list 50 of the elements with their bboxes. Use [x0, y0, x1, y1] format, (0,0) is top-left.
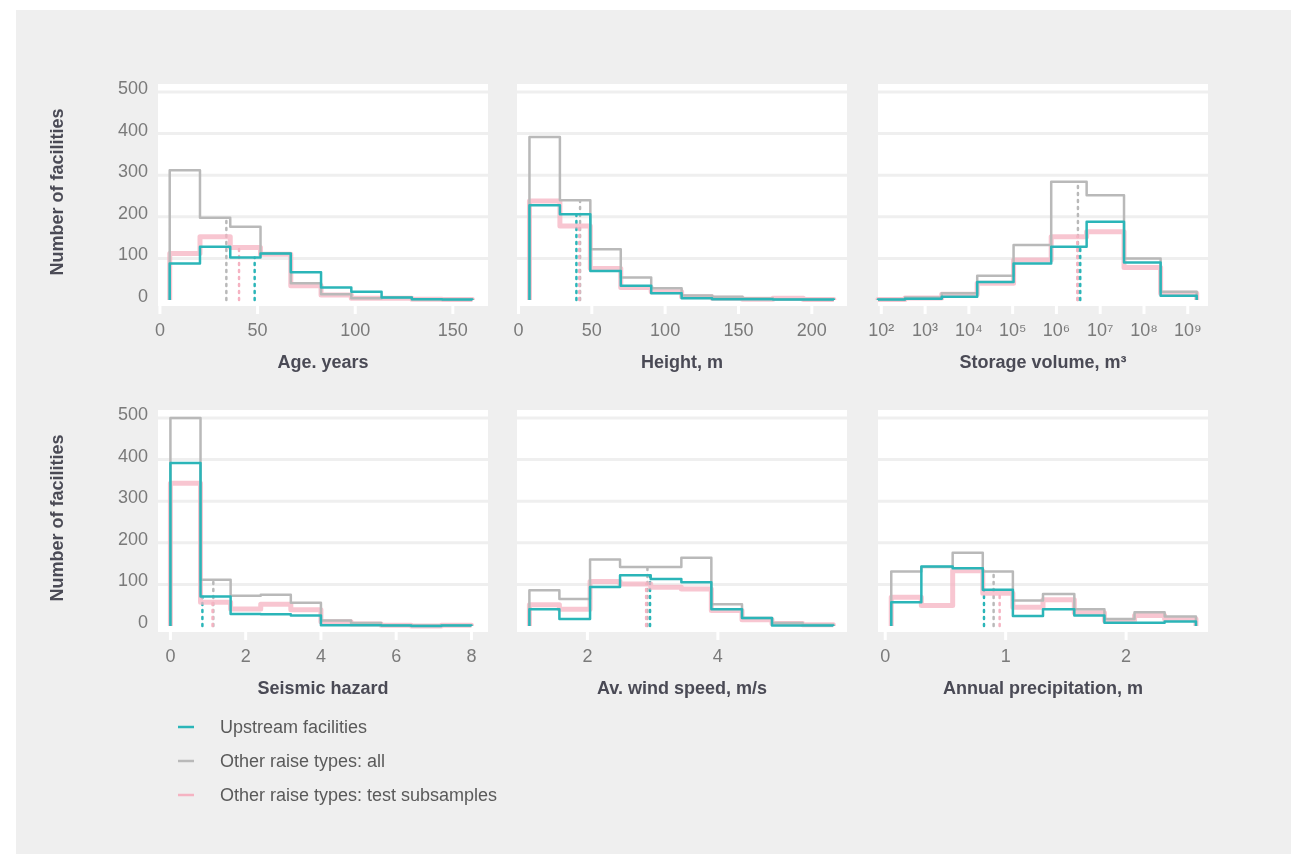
x-tick-label: 2 — [240, 646, 251, 666]
x-tick-label: 10⁵ — [998, 320, 1027, 340]
y-tick-label: 300 — [117, 161, 148, 182]
x-tick-label: 100 — [650, 320, 681, 340]
y-tick-label: 300 — [117, 487, 148, 508]
x-tick-label: 50 — [581, 320, 602, 340]
x-tick-label: 4 — [315, 646, 326, 666]
legend-label: Other raise types: test subsamples — [220, 785, 498, 805]
y-tick-label: 500 — [117, 404, 148, 424]
x-tick-label: 10⁶ — [1042, 320, 1071, 340]
legend-label: Other raise types: all — [220, 751, 386, 771]
legend-label: Upstream facilities — [220, 717, 368, 737]
x-axis-title: Storage volume, m³ — [959, 352, 1127, 372]
y-axis-title: Number of facilities — [47, 434, 67, 602]
x-tick-label: 2 — [1121, 646, 1132, 666]
y-tick-label: 100 — [117, 244, 148, 265]
x-axis-title: Annual precipitation, m — [942, 678, 1144, 698]
x-tick-label: 150 — [437, 320, 468, 340]
x-tick-label: 200 — [796, 320, 827, 340]
x-tick-label: 0 — [513, 320, 524, 340]
x-tick-label: 100 — [340, 320, 371, 340]
x-tick-label: 150 — [723, 320, 754, 340]
x-tick-label: 8 — [466, 646, 477, 666]
y-tick-label: 400 — [117, 119, 148, 140]
x-tick-label: 6 — [391, 646, 402, 666]
x-tick-label: 10² — [868, 320, 895, 340]
x-tick-label: 0 — [880, 646, 891, 666]
x-tick-label: 10⁹ — [1173, 320, 1202, 340]
y-tick-label: 200 — [117, 202, 148, 223]
x-tick-label: 0 — [165, 646, 176, 666]
x-tick-label: 50 — [247, 320, 268, 340]
x-axis-title: Av. wind speed, m/s — [596, 678, 768, 698]
x-tick-label: 10⁷ — [1086, 320, 1114, 340]
x-axis-title: Age. years — [277, 352, 369, 372]
y-tick-label: 400 — [117, 445, 148, 466]
x-tick-label: 1 — [1000, 646, 1011, 666]
x-tick-label: 10⁴ — [954, 320, 983, 340]
y-tick-label: 100 — [117, 570, 148, 591]
y-axis-title: Number of facilities — [47, 108, 67, 276]
y-tick-label: 0 — [137, 286, 148, 306]
y-tick-label: 500 — [117, 78, 148, 98]
x-tick-label: 10⁸ — [1130, 320, 1158, 340]
y-tick-label: 200 — [117, 528, 148, 549]
y-tick-label: 0 — [137, 612, 148, 632]
x-tick-label: 10³ — [912, 320, 939, 340]
x-tick-label: 2 — [582, 646, 593, 666]
x-tick-label: 0 — [154, 320, 165, 340]
x-axis-title: Height, m — [640, 352, 724, 372]
x-axis-title: Seismic hazard — [257, 678, 389, 698]
x-tick-label: 4 — [712, 646, 723, 666]
